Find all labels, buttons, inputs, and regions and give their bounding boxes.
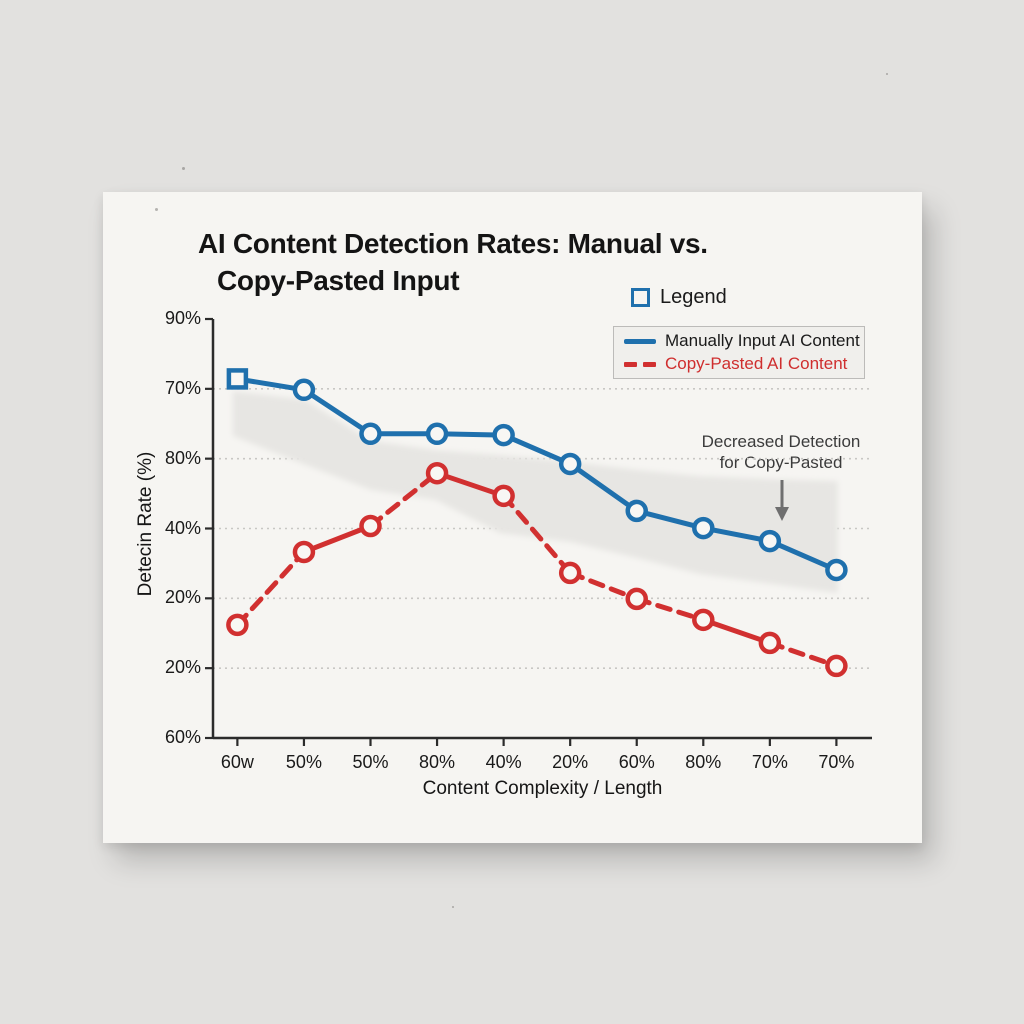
chart-title-line2: Copy-Pasted Input: [217, 265, 460, 296]
legend-square-icon: [631, 288, 650, 307]
red-dashed-line-swatch: [624, 361, 656, 367]
paper-speck: [182, 167, 185, 170]
legend-item-label-manual: Manually Input AI Content: [665, 331, 860, 350]
legend-item-label-pasted: Copy-Pasted AI Content: [665, 354, 848, 373]
chart-card: AI Content Detection Rates: Manual vs. C…: [103, 192, 922, 843]
paper-speck: [155, 208, 158, 211]
legend-item-manual: Manually Input AI Content: [624, 331, 860, 351]
axes: [205, 317, 872, 746]
uncertainty-band: [232, 391, 838, 594]
blue-solid-line-swatch: [624, 338, 656, 344]
series-manual: [226, 368, 848, 582]
chart-plot: [205, 317, 872, 746]
series-copy-pasted: [226, 461, 848, 678]
legend-header-label: Legend: [660, 286, 727, 308]
paper-speck: [886, 73, 888, 75]
paper-speck: [452, 906, 454, 908]
annotation-line1: Decreased Detection: [701, 432, 861, 451]
legend-box: Manually Input AI Content Copy-Pasted AI…: [613, 326, 865, 379]
annotation-decreased-detection: Decreased Detection for Copy-Pasted: [691, 431, 871, 473]
chart-title: AI Content Detection Rates: Manual vs. C…: [198, 225, 708, 299]
chart-title-line1: AI Content Detection Rates: Manual vs.: [198, 228, 708, 259]
legend-header: Legend: [631, 286, 727, 309]
legend-item-pasted: Copy-Pasted AI Content: [624, 354, 854, 374]
annotation-line2: for Copy-Pasted: [719, 453, 843, 472]
x-axis-title: Content Complexity / Length: [422, 778, 663, 799]
down-arrow-icon: [775, 480, 789, 521]
